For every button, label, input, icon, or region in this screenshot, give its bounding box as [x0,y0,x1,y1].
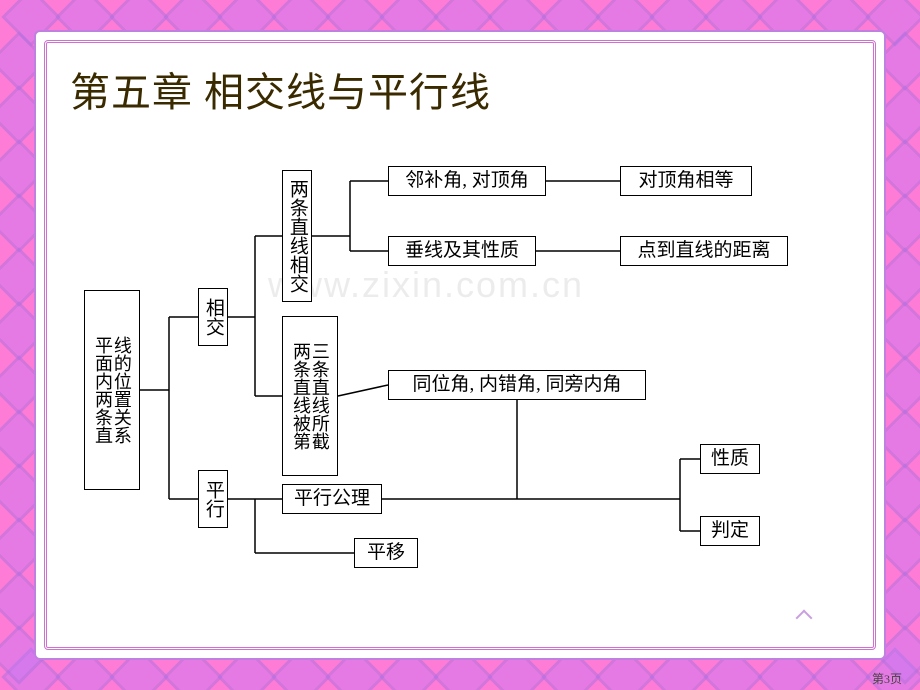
node-three: 两条直线被第三条直线所截 [282,316,338,476]
page-corner-icon [798,612,812,626]
tree-diagram: 平面内两条直线的位置关系 相交平行 两条直线相交两条直线被第三条直线所截 邻补角, 对… [64,120,856,612]
node-jiao: 相交 [198,288,228,346]
node-r2: 点到直线的距离 [620,236,788,266]
node-r1: 对顶角相等 [620,166,752,196]
node-py: 平移 [354,538,418,568]
slide-frame: 第五章 相交线与平行线 www.zixin.com.cn 平面内两条直线的位置关… [0,0,920,690]
content-panel: 第五章 相交线与平行线 www.zixin.com.cn 平面内两条直线的位置关… [58,54,862,636]
node-two: 两条直线相交 [282,170,312,302]
node-xz: 性质 [700,444,760,474]
node-ping: 平行 [198,470,228,528]
node-nb1: 邻补角, 对顶角 [388,166,546,196]
node-pd: 判定 [700,516,760,546]
node-mid: 同位角, 内错角, 同旁内角 [388,370,646,400]
page-number: 第3页 [872,670,902,687]
node-nb2: 垂线及其性质 [388,236,536,266]
chapter-title: 第五章 相交线与平行线 [70,60,491,118]
node-root: 平面内两条直线的位置关系 [84,290,140,490]
node-gl: 平行公理 [282,484,382,514]
